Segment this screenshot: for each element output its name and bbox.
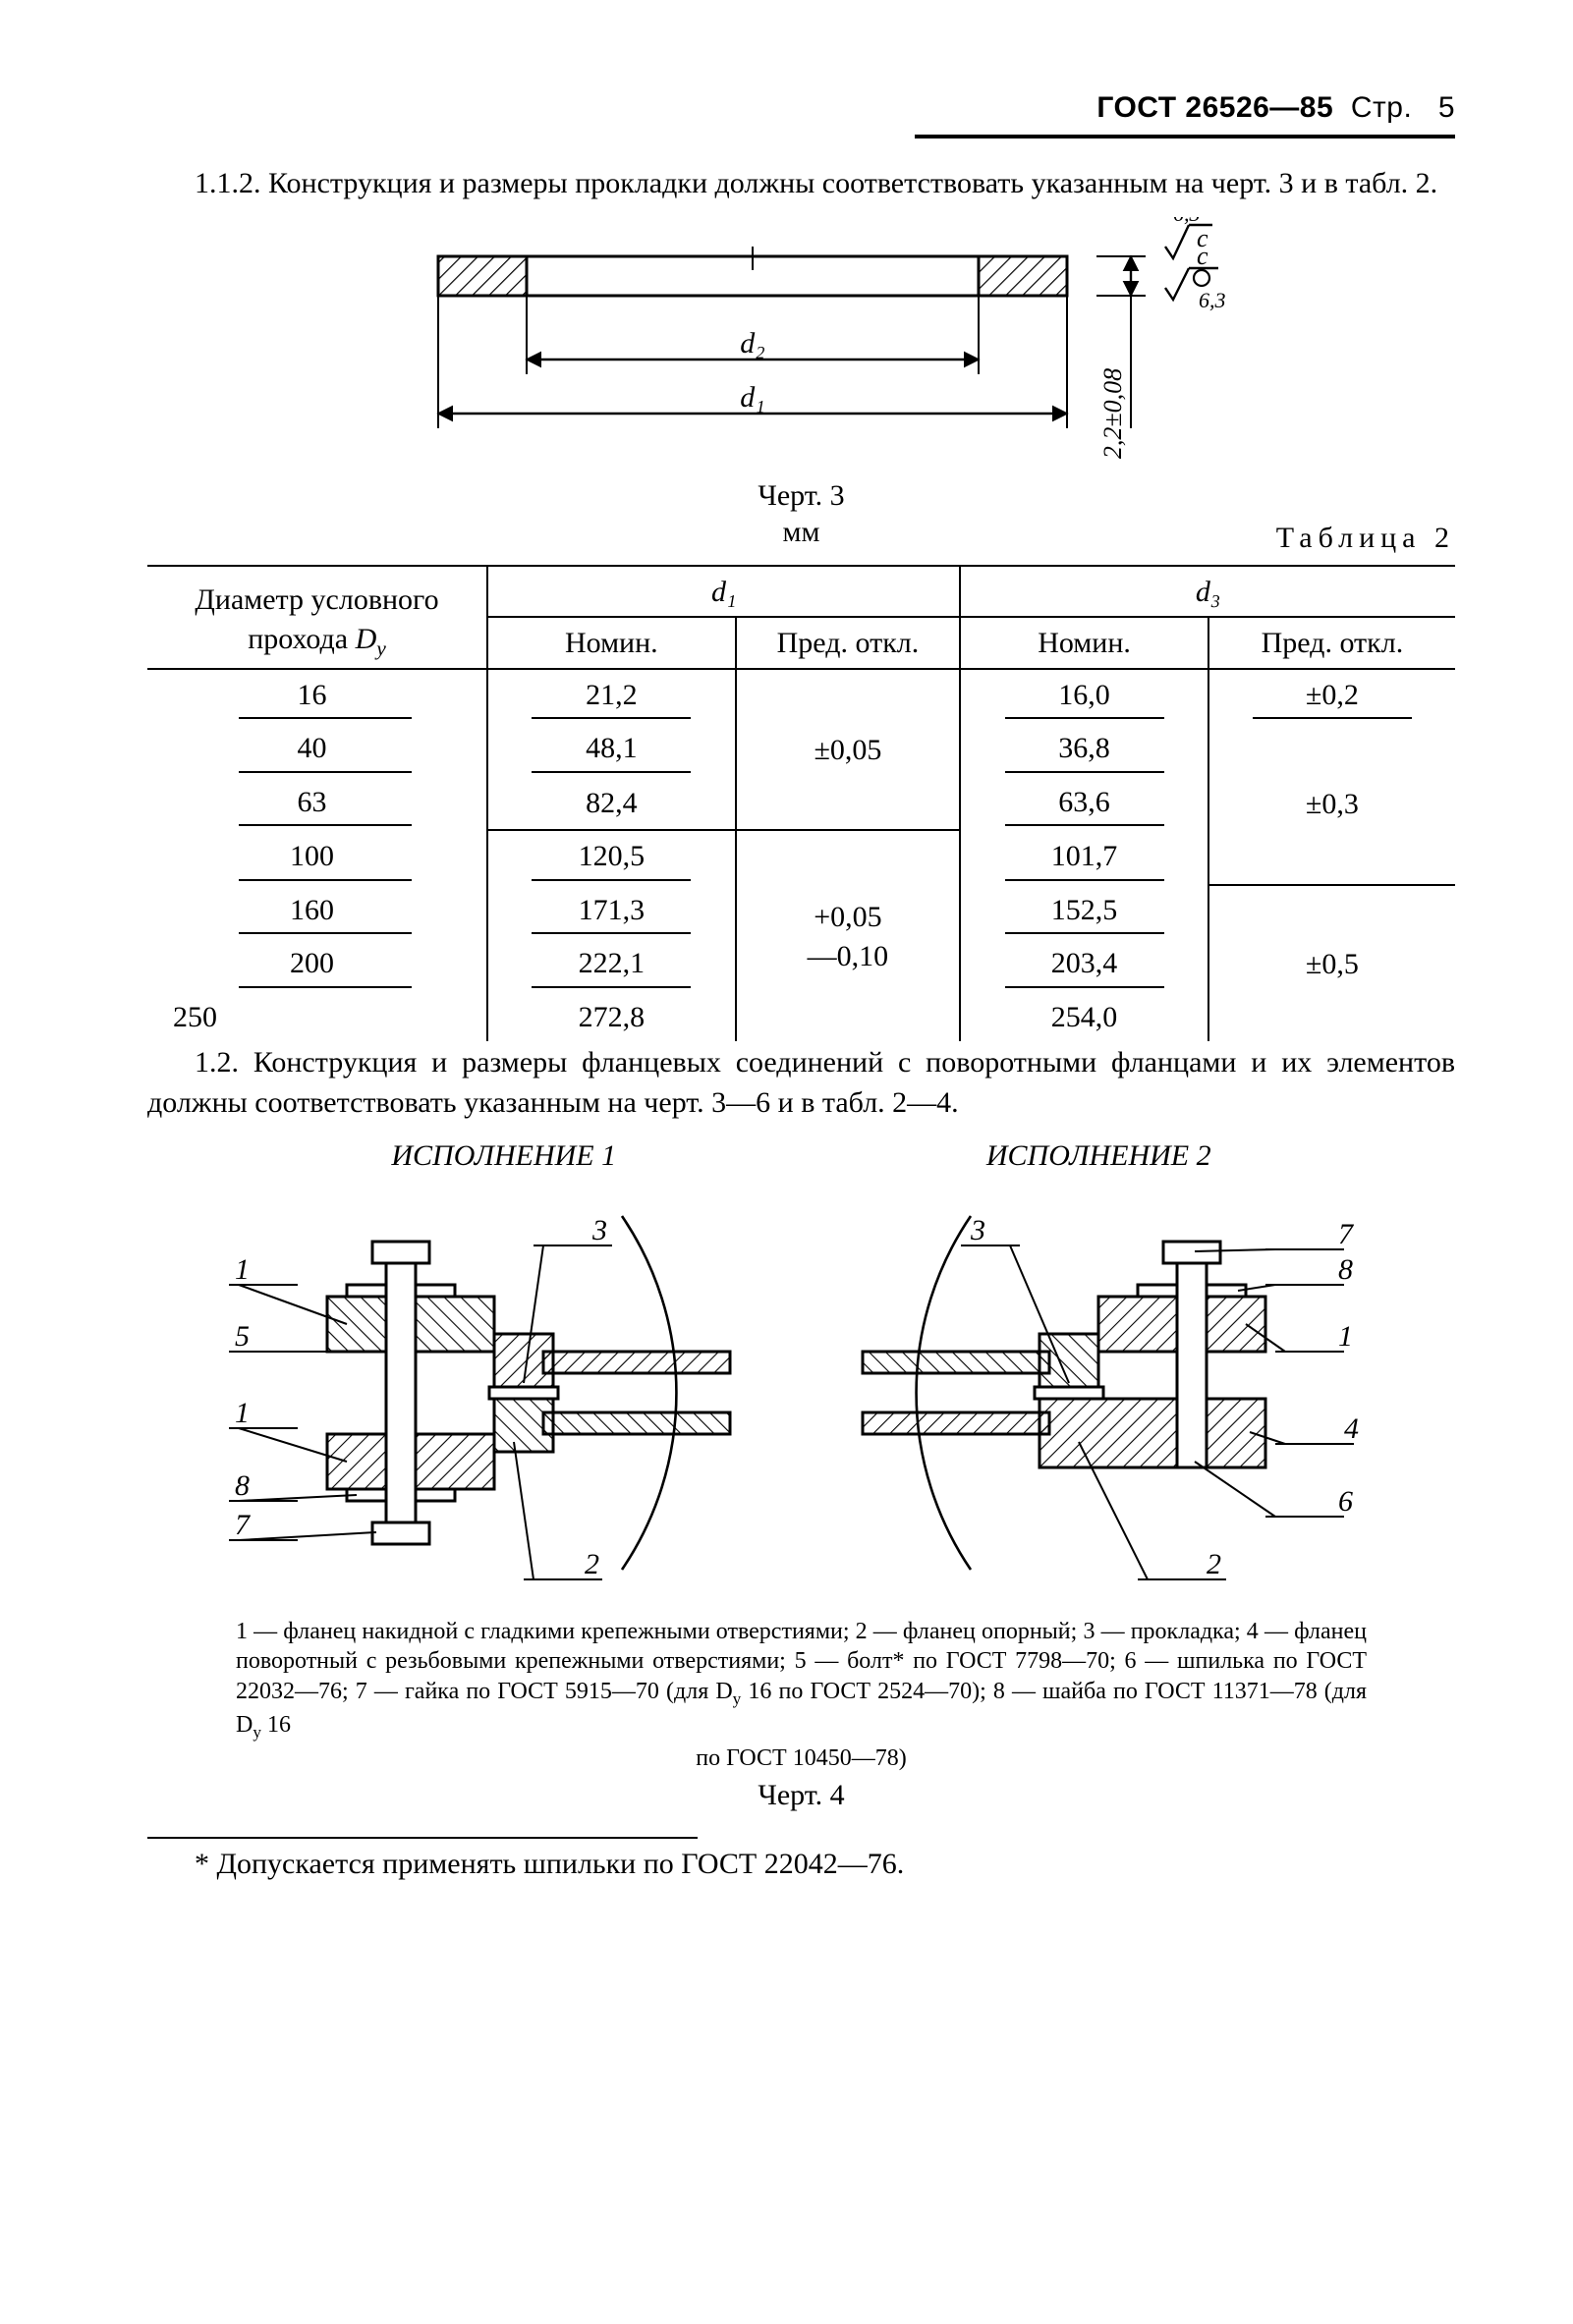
paragraph-1-1-2: 1.1.2. Конструкция и размеры прокладки д… bbox=[147, 164, 1455, 204]
execution-1-title: ИСПОЛНЕНИЕ 1 bbox=[391, 1136, 616, 1177]
col-d1-dev: Пред. откл. bbox=[736, 617, 961, 669]
execution-2-title: ИСПОЛНЕНИЕ 2 bbox=[986, 1136, 1211, 1177]
cell-d1dev-b: +0,05 —0,10 bbox=[736, 830, 961, 1041]
svg-text:3: 3 bbox=[591, 1214, 607, 1246]
svg-text:1: 1 bbox=[235, 1253, 250, 1286]
label-d2: d₂ bbox=[740, 327, 764, 360]
table-row: 250 bbox=[147, 992, 487, 1042]
svg-text:1: 1 bbox=[1338, 1320, 1353, 1353]
diagram-execution-2: 3 7 8 1 4 6 2 bbox=[853, 1187, 1403, 1599]
svg-text:2: 2 bbox=[585, 1548, 599, 1580]
page-number: 5 bbox=[1438, 91, 1455, 124]
footnote-rule bbox=[147, 1837, 698, 1840]
label-thickness: 2,2±0,08 bbox=[1098, 368, 1127, 459]
paragraph-1-2: 1.2. Конструкция и размеры фланцевых сое… bbox=[147, 1043, 1455, 1123]
page-header: ГОСТ 26526—85 Стр. 5 bbox=[147, 88, 1455, 129]
header-rule bbox=[915, 135, 1455, 138]
svg-text:5: 5 bbox=[235, 1320, 250, 1353]
cell-d3dev-a: ±0,2 bbox=[1208, 669, 1455, 724]
col-d3-nom: Номин. bbox=[960, 617, 1208, 669]
col-d3-dev: Пред. откл. bbox=[1208, 617, 1455, 669]
col-dy-2: прохода bbox=[248, 623, 348, 655]
svg-text:7: 7 bbox=[235, 1509, 252, 1541]
diagram-execution-1: 1 5 1 8 7 3 2 bbox=[199, 1187, 750, 1599]
diagram1-caption: Черт. 3 bbox=[147, 476, 1455, 517]
svg-text:8: 8 bbox=[235, 1469, 250, 1502]
table-row: 100 bbox=[147, 830, 487, 885]
table-row: 200 bbox=[147, 938, 487, 992]
diagram4-legend: 1 — фланец накидной с гладкими крепежным… bbox=[236, 1617, 1367, 1815]
diagram4-caption: Черт. 4 bbox=[236, 1777, 1367, 1814]
diagram-chert-3: d₂ d₁ 2,2±0,08 6,3 c 6,3 c bbox=[350, 217, 1254, 472]
col-d1-nom: Номин. bbox=[487, 617, 736, 669]
svg-text:7: 7 bbox=[1338, 1218, 1355, 1250]
svg-text:1: 1 bbox=[235, 1397, 250, 1429]
table-row: 16 bbox=[147, 669, 487, 724]
svg-text:4: 4 bbox=[1344, 1412, 1359, 1445]
svg-text:3: 3 bbox=[970, 1214, 985, 1246]
col-dy-sym: D bbox=[356, 623, 377, 655]
svg-text:6: 6 bbox=[1338, 1485, 1353, 1518]
cell-d3dev-c: ±0,5 bbox=[1208, 885, 1455, 1042]
cell-d1n: 21,2 bbox=[487, 669, 736, 724]
col-d3: d₃ bbox=[960, 566, 1455, 618]
col-d1: d₁ bbox=[487, 566, 960, 618]
surface-c2: c bbox=[1197, 242, 1208, 270]
surface-bot: 6,3 bbox=[1199, 288, 1226, 312]
svg-text:8: 8 bbox=[1338, 1253, 1353, 1286]
table-row: 40 bbox=[147, 723, 487, 777]
cell-d3n: 16,0 bbox=[960, 669, 1208, 724]
col-dy-sub: у bbox=[376, 636, 386, 660]
page-label: Стр. bbox=[1351, 91, 1412, 124]
table-row: 160 bbox=[147, 885, 487, 939]
footnote: * Допускается применять шпильки по ГОСТ … bbox=[195, 1845, 1455, 1885]
svg-text:2: 2 bbox=[1207, 1548, 1221, 1580]
cell-d1dev-a: ±0,05 bbox=[736, 669, 961, 831]
cell-d3dev-b: ±0,3 bbox=[1208, 723, 1455, 885]
table-2: Диаметр условного прохода Dу d₁ d₃ Номин… bbox=[147, 565, 1455, 1042]
table-row: 63 bbox=[147, 777, 487, 831]
col-dy-1: Диаметр условного bbox=[195, 583, 438, 616]
label-d1: d₁ bbox=[740, 381, 764, 414]
standard-code: ГОСТ 26526—85 bbox=[1096, 91, 1333, 124]
